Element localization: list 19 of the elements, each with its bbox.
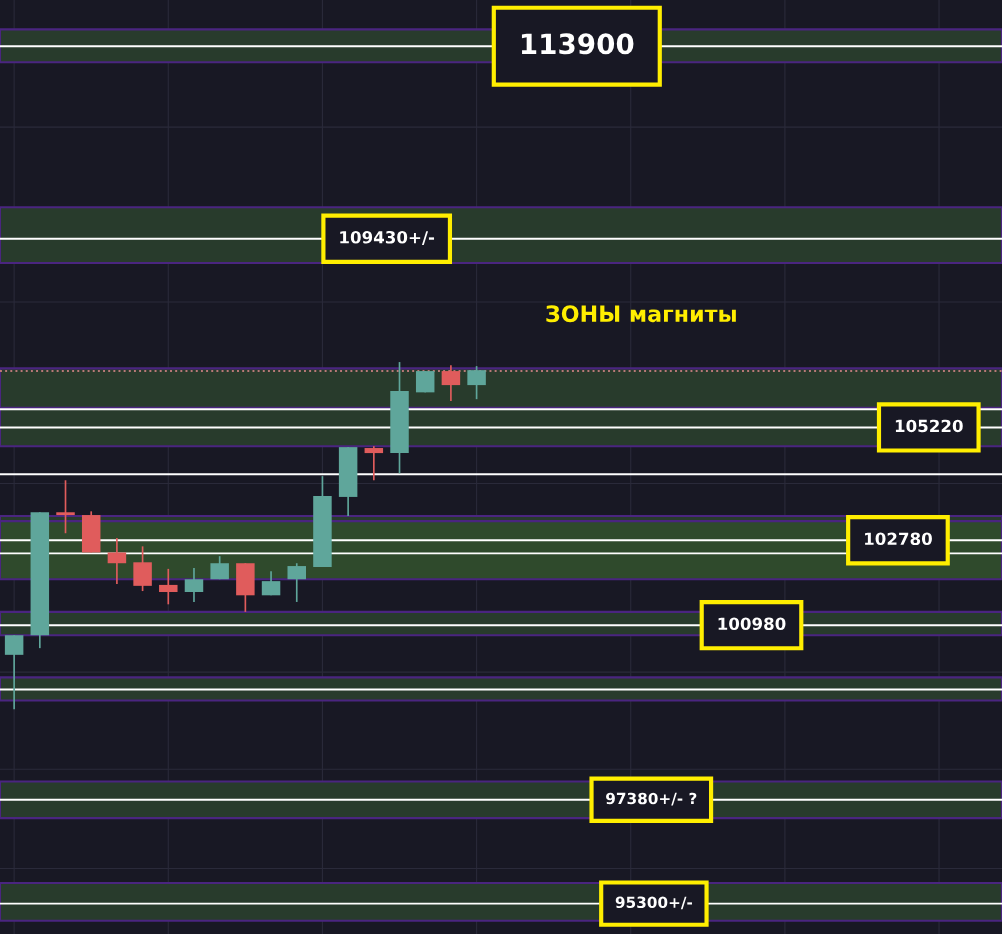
ref-line-label: 113900 [521,33,634,55]
candlestick [261,570,281,597]
candlestick [133,545,152,592]
candlestick [159,568,178,606]
text: ЗОНЫ магниты [546,305,736,323]
ref-line-label: 105220 [895,419,963,433]
candlestick [364,445,384,482]
candlestick [287,562,306,603]
candlestick [4,634,24,711]
ref-line-label: 109430+/- [340,230,435,245]
candlestick [56,479,75,535]
candlestick [441,364,461,402]
ref-line-label: 100980 [718,617,786,631]
candlestick [184,567,204,603]
ref-line-label: 95300+/- [615,896,692,910]
ref-line-label: 97380+/- ? [606,792,697,806]
candlestick [467,365,486,401]
ref-line-label: 102780 [865,532,932,546]
candlestick [107,537,127,585]
